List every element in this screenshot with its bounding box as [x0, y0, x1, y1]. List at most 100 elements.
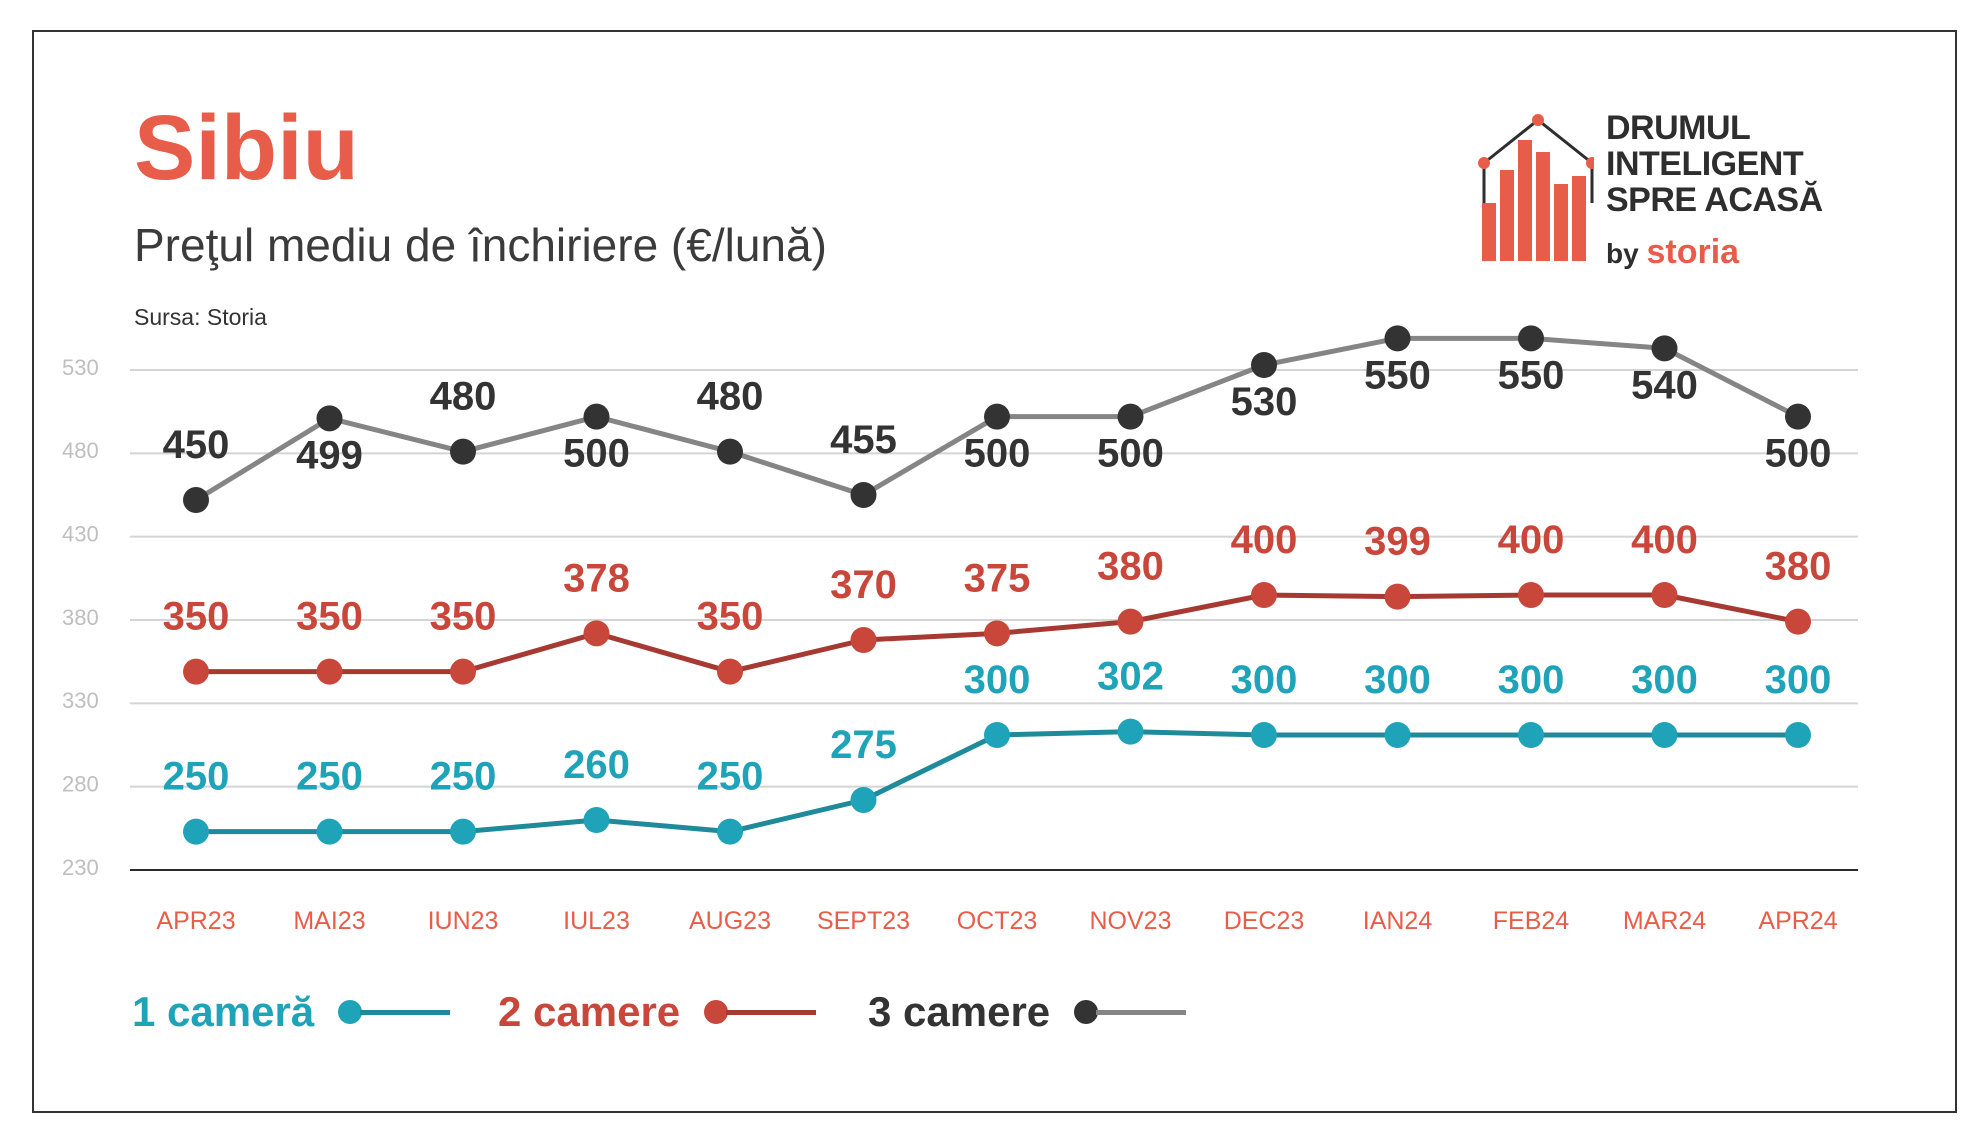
legend-swatch-two-rooms — [704, 997, 817, 1027]
data-label-three-rooms: 480 — [697, 375, 764, 419]
data-label-three-rooms: 550 — [1364, 353, 1431, 397]
data-point-one-room — [1251, 722, 1277, 748]
data-point-two-rooms — [1518, 582, 1544, 608]
legend-item-three-rooms: 3 camere — [868, 988, 1187, 1036]
data-label-one-room: 260 — [563, 743, 630, 787]
data-label-two-rooms: 400 — [1498, 518, 1565, 562]
data-label-two-rooms: 370 — [830, 563, 897, 607]
x-tick-label: MAR24 — [1623, 907, 1706, 935]
house-bar-chart-icon — [1478, 114, 1598, 261]
data-label-one-room: 300 — [964, 658, 1031, 702]
data-label-one-room: 250 — [430, 755, 497, 799]
data-point-two-rooms — [583, 620, 610, 647]
logo-brand: storia — [1646, 233, 1740, 271]
x-tick-label: IUN23 — [428, 907, 499, 935]
logo-line-2: INTELIGENT — [1606, 145, 1804, 183]
y-tick-label: 480 — [62, 438, 99, 463]
data-point-one-room — [1785, 722, 1811, 748]
x-tick-label: SEPT23 — [817, 907, 910, 935]
data-point-three-rooms — [183, 487, 209, 513]
x-tick-label: DEC23 — [1224, 907, 1305, 935]
data-point-two-rooms — [984, 620, 1010, 647]
data-label-one-room: 250 — [163, 755, 230, 799]
data-point-three-rooms — [316, 405, 343, 432]
data-label-three-rooms: 455 — [830, 418, 897, 462]
legend-label-one-room: 1 cameră — [132, 988, 315, 1035]
data-label-two-rooms: 375 — [964, 556, 1031, 600]
data-point-one-room — [850, 787, 877, 813]
data-label-three-rooms: 450 — [163, 423, 230, 467]
data-label-two-rooms: 399 — [1364, 520, 1431, 564]
data-point-one-room — [1117, 718, 1144, 745]
data-point-two-rooms — [850, 627, 877, 653]
data-point-three-rooms — [1651, 335, 1678, 362]
data-label-one-room: 300 — [1498, 658, 1565, 702]
data-point-three-rooms — [1251, 352, 1277, 378]
data-label-one-room: 300 — [1765, 658, 1832, 702]
data-label-one-room: 275 — [830, 723, 897, 767]
data-point-three-rooms — [717, 438, 743, 465]
data-point-one-room — [583, 807, 610, 833]
logo-by: by — [1606, 238, 1639, 269]
data-label-three-rooms: 500 — [964, 432, 1031, 476]
chart-frame — [32, 30, 1957, 1113]
data-point-two-rooms — [1251, 582, 1277, 608]
y-tick-label: 230 — [62, 855, 99, 880]
data-point-one-room — [183, 818, 209, 845]
data-point-three-rooms — [850, 482, 877, 508]
data-label-two-rooms: 380 — [1765, 545, 1832, 589]
data-label-three-rooms: 550 — [1498, 353, 1565, 397]
legend-swatch-one-room — [338, 997, 451, 1027]
data-label-one-room: 250 — [697, 755, 764, 799]
data-label-two-rooms: 350 — [163, 595, 230, 639]
data-label-one-room: 250 — [296, 755, 363, 799]
data-label-two-rooms: 400 — [1231, 518, 1298, 562]
data-label-three-rooms: 499 — [296, 433, 363, 477]
logo-wordmark: DRUMUL INTELIGENT SPRE ACASĂ — [1606, 110, 1823, 218]
data-label-two-rooms: 378 — [563, 556, 630, 600]
data-point-three-rooms — [450, 438, 476, 465]
data-point-three-rooms — [1117, 403, 1144, 430]
legend-item-one-room: 1 cameră — [132, 988, 451, 1036]
data-point-two-rooms — [717, 658, 743, 685]
data-label-three-rooms: 500 — [1765, 432, 1832, 476]
logo-line-3: SPRE ACASĂ — [1606, 181, 1823, 219]
data-label-two-rooms: 400 — [1631, 518, 1698, 562]
data-point-two-rooms — [1117, 608, 1144, 635]
x-tick-label: NOV23 — [1090, 907, 1172, 935]
data-point-two-rooms — [316, 658, 343, 685]
y-tick-label: 330 — [62, 688, 99, 713]
data-label-one-room: 300 — [1364, 658, 1431, 702]
logo-by-storia: by storia — [1606, 233, 1739, 272]
data-label-two-rooms: 380 — [1097, 545, 1164, 589]
data-point-one-room — [1518, 722, 1544, 748]
data-point-two-rooms — [450, 658, 476, 685]
data-point-three-rooms — [583, 403, 610, 430]
data-point-two-rooms — [1785, 608, 1811, 635]
data-point-three-rooms — [1384, 325, 1411, 352]
data-point-one-room — [450, 818, 476, 845]
x-tick-label: FEB24 — [1493, 907, 1570, 935]
data-point-two-rooms — [1651, 582, 1678, 608]
data-label-three-rooms: 500 — [1097, 432, 1164, 476]
drumul-inteligent-logo: DRUMUL INTELIGENT SPRE ACASĂ by storia — [1474, 108, 1874, 271]
data-point-one-room — [1384, 722, 1411, 748]
x-tick-label: APR23 — [156, 907, 235, 935]
data-label-two-rooms: 350 — [430, 595, 497, 639]
x-tick-label: AUG23 — [689, 907, 771, 935]
y-tick-label: 530 — [62, 355, 99, 380]
chart-title: Sibiu — [134, 97, 359, 199]
data-label-one-room: 300 — [1631, 658, 1698, 702]
data-point-one-room — [984, 722, 1010, 748]
data-point-one-room — [1651, 722, 1678, 748]
data-label-three-rooms: 540 — [1631, 363, 1698, 407]
x-tick-label: APR24 — [1758, 907, 1837, 935]
data-point-one-room — [316, 818, 343, 845]
data-label-three-rooms: 530 — [1231, 380, 1298, 424]
y-tick-label: 380 — [62, 605, 99, 630]
x-tick-label: OCT23 — [957, 907, 1038, 935]
data-label-two-rooms: 350 — [296, 595, 363, 639]
x-tick-label: IAN24 — [1363, 907, 1433, 935]
x-tick-label: MAI23 — [293, 907, 365, 935]
